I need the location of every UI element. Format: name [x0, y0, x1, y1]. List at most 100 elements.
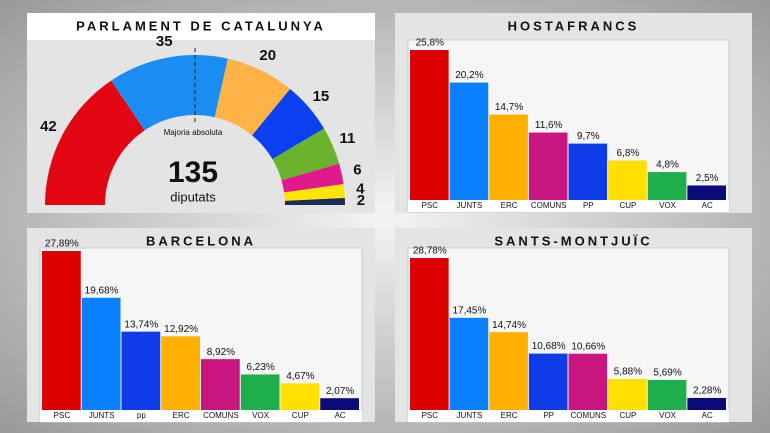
bar [121, 331, 161, 410]
value-label: 2,07% [326, 386, 354, 397]
category-label: VOX [659, 201, 677, 210]
bar [647, 172, 687, 200]
seat-label: 35 [156, 33, 173, 50]
total: 135 [168, 156, 218, 189]
bar [489, 114, 528, 200]
seat-segment [284, 184, 345, 201]
seat-label: 2 [357, 192, 365, 209]
seat-segment [111, 54, 228, 131]
bar [201, 359, 240, 410]
seat-segment [45, 80, 145, 205]
value-label: 9,7% [577, 131, 600, 142]
value-label: 12,92% [164, 324, 198, 335]
bar [161, 336, 200, 410]
seat-segment [214, 58, 291, 136]
value-label: 8,92% [207, 347, 235, 358]
value-label: 4,67% [286, 371, 314, 382]
value-label: 28,78% [413, 246, 447, 257]
category-label: ERC [501, 201, 518, 210]
category-label: COMUNS [531, 201, 567, 210]
value-label: 6,23% [246, 362, 274, 373]
category-label: VOX [252, 411, 270, 420]
label-strip [408, 410, 729, 422]
category-label: CUP [619, 411, 636, 420]
value-label: 2,5% [696, 173, 719, 184]
bar [647, 379, 687, 410]
panel-title: SANTS-MONTJUÏC [494, 233, 652, 248]
value-label: 14,74% [492, 320, 526, 331]
category-label: JUNTS [457, 201, 483, 210]
seat-segment [252, 88, 325, 160]
seat-label: 15 [313, 88, 330, 105]
seat-segment [281, 163, 344, 193]
bar [489, 332, 528, 410]
category-label: ERC [173, 411, 190, 420]
bar [410, 258, 449, 410]
category-label: CUP [619, 201, 636, 210]
value-label: 25,8% [416, 38, 444, 49]
category-label: COMUNS [571, 411, 607, 420]
value-label: 10,68% [532, 341, 566, 352]
category-label: AC [702, 201, 713, 210]
seat-label: 4 [356, 181, 365, 198]
bar [528, 353, 568, 410]
seat-label: 42 [40, 118, 57, 135]
category-label: VOX [659, 411, 677, 420]
bar [568, 353, 608, 410]
value-label: 4,8% [656, 160, 679, 171]
panel-title: PARLAMENT DE CATALUNYA [76, 18, 326, 33]
category-label: PSC [422, 201, 439, 210]
value-label: 17,45% [452, 305, 486, 316]
bar [608, 378, 647, 410]
value-label: 27,89% [45, 239, 79, 250]
category-label: JUNTS [457, 411, 483, 420]
bar [449, 82, 489, 200]
value-label: 19,68% [85, 285, 119, 296]
category-label: PP [543, 411, 554, 420]
bar [568, 143, 608, 200]
category-label: ERC [501, 411, 518, 420]
bar [42, 251, 81, 410]
seat-segment [272, 128, 340, 181]
panel-title: BARCELONA [146, 233, 256, 248]
seat-label: 11 [339, 130, 355, 147]
bar [320, 398, 359, 410]
bar [687, 185, 726, 200]
bar [608, 160, 647, 200]
total-label: diputats [170, 189, 216, 204]
category-label: PSC [422, 411, 439, 420]
category-label: COMUNS [203, 411, 239, 420]
value-label: 5,69% [653, 368, 681, 379]
seat-segment [284, 198, 345, 205]
bar [280, 383, 320, 410]
value-label: 14,7% [495, 102, 523, 113]
value-label: 13,74% [124, 319, 158, 330]
bar [528, 132, 568, 200]
category-label: PSC [54, 411, 71, 420]
value-label: 6,8% [617, 148, 640, 159]
seat-label: 20 [259, 47, 276, 64]
category-label: pp [137, 411, 146, 420]
value-label: 10,66% [571, 341, 605, 352]
label-strip [408, 200, 729, 212]
bar [81, 297, 121, 410]
bar [410, 50, 449, 200]
value-label: 11,6% [535, 120, 563, 131]
bar [449, 317, 489, 410]
bar [687, 397, 726, 410]
value-label: 20,2% [455, 70, 483, 81]
category-label: AC [702, 411, 713, 420]
category-label: PP [583, 201, 594, 210]
bar [240, 374, 280, 410]
category-label: CUP [292, 411, 309, 420]
value-label: 2,28% [693, 386, 721, 397]
title-bar [27, 13, 375, 40]
annotation: Majoria absoluta [164, 128, 223, 137]
category-label: JUNTS [89, 411, 115, 420]
panel-title: HOSTAFRANCS [508, 18, 640, 33]
category-label: AC [335, 411, 346, 420]
value-label: 5,88% [614, 367, 642, 378]
seat-label: 6 [353, 161, 361, 178]
